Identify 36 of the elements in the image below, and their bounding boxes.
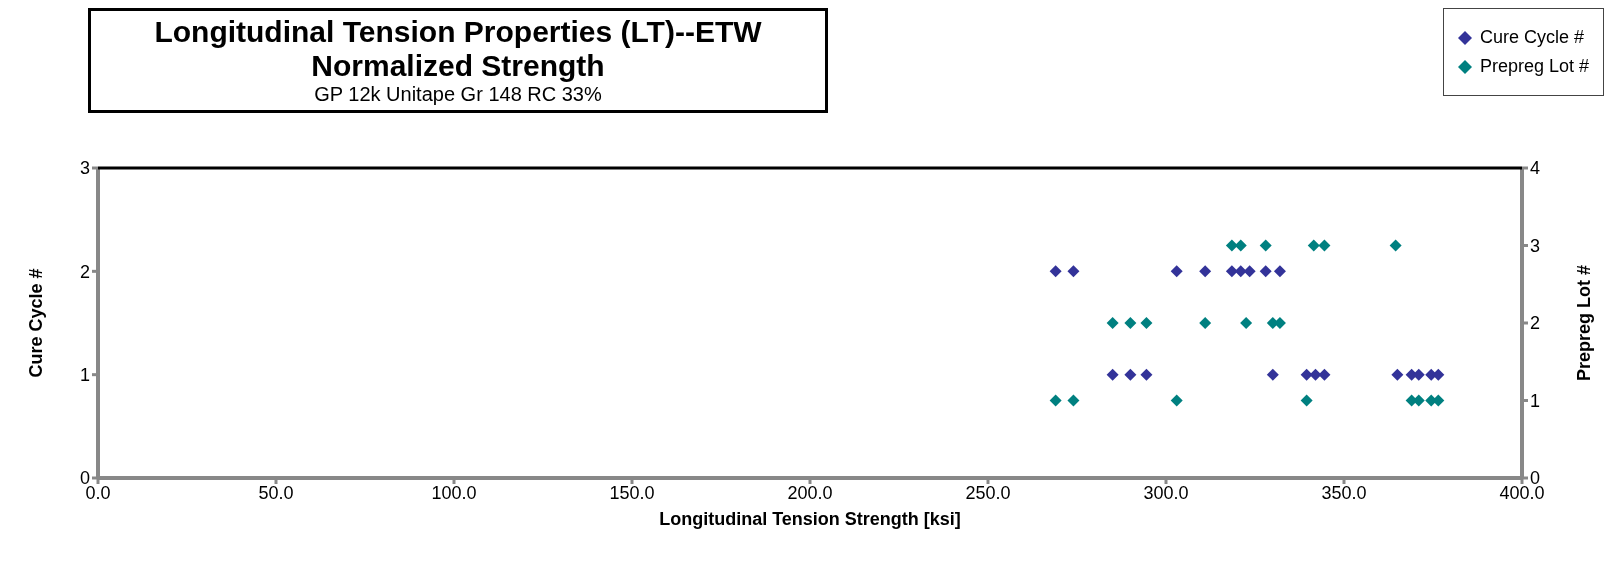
x-tick-label: 350.0	[1321, 482, 1367, 503]
point	[1199, 317, 1212, 329]
point	[1106, 317, 1119, 329]
chart-title: Longitudinal Tension Properties (LT)--ETW	[153, 15, 763, 49]
x-tick-label: 250.0	[965, 482, 1011, 503]
point	[1318, 239, 1331, 252]
y-tick-label: 3	[79, 158, 90, 179]
y2-tick-label: 4	[1530, 158, 1541, 179]
point	[1067, 394, 1080, 407]
legend-label: Prepreg Lot #	[1478, 56, 1589, 77]
x-tick-label: 100.0	[431, 482, 477, 503]
y2-axis-title: Prepreg Lot #	[1574, 264, 1595, 382]
point	[1049, 394, 1062, 407]
y-axis-title: Cure Cycle #	[26, 268, 47, 378]
x-tick-label: 200.0	[787, 482, 833, 503]
point	[1307, 239, 1320, 252]
y2-tick-label: 1	[1530, 390, 1541, 411]
point	[1300, 394, 1313, 407]
x-tick-label: 150.0	[609, 482, 655, 503]
text: GP 12k Unitape Gr 148 RC 33%	[313, 83, 603, 106]
point	[1240, 317, 1253, 329]
chart-subtitle: Normalized Strength	[310, 49, 606, 83]
y-tick-label: 1	[79, 365, 90, 386]
y2-tick-label: 2	[1530, 313, 1541, 334]
x-tick-label: 300.0	[1143, 482, 1189, 503]
x-tick-label: 50.0	[258, 482, 294, 503]
y2-tick-label: 3	[1530, 235, 1541, 256]
x-axis-title: Longitudinal Tension Strength [ksi]	[659, 508, 961, 529]
point	[1124, 317, 1137, 329]
point	[1170, 394, 1183, 407]
point	[1389, 239, 1402, 252]
point	[1140, 317, 1153, 329]
point	[1259, 239, 1272, 252]
legend-label: Cure Cycle #	[1478, 27, 1585, 48]
y-tick-label: 2	[79, 261, 90, 282]
point	[1225, 239, 1238, 252]
